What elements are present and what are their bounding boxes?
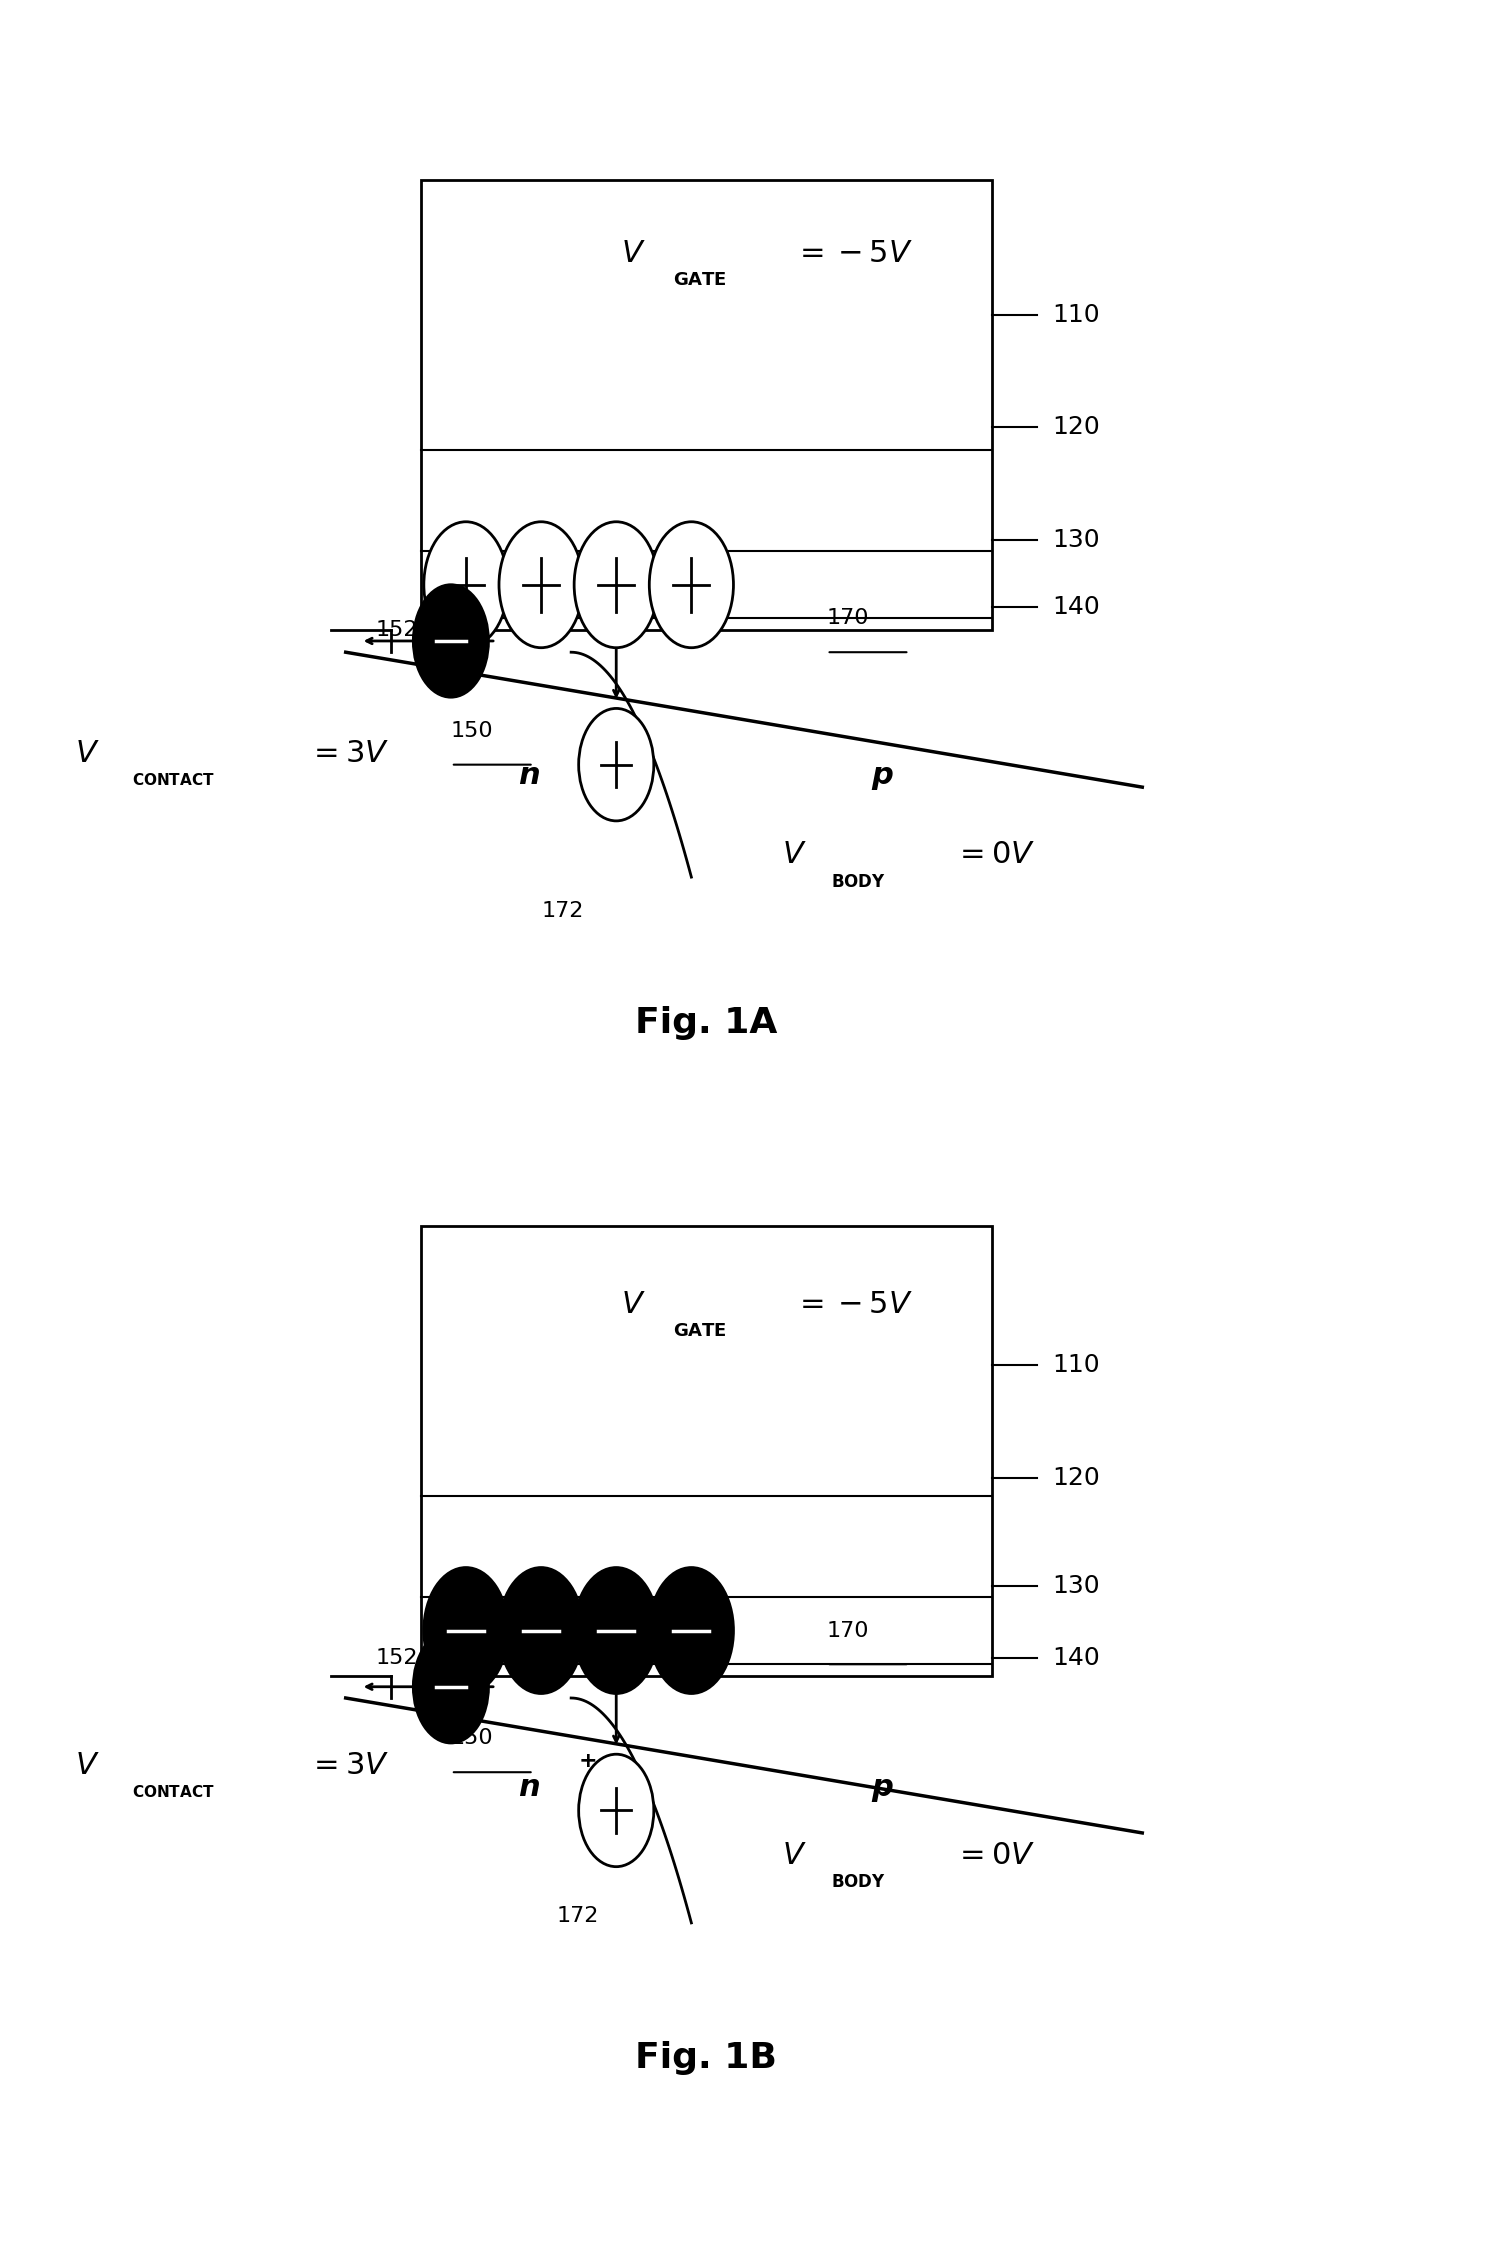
Bar: [421, 180, 992, 630]
Text: 172: 172: [556, 1907, 598, 1925]
Text: 150: 150: [451, 1729, 493, 1747]
Circle shape: [499, 1568, 583, 1693]
Text: 170: 170: [827, 609, 869, 627]
Circle shape: [499, 522, 583, 648]
Text: +: +: [579, 740, 597, 758]
Text: p: p: [872, 1774, 894, 1801]
Text: 170: 170: [827, 1622, 869, 1640]
Text: 120: 120: [1052, 416, 1100, 439]
Circle shape: [574, 1568, 658, 1693]
Text: 120: 120: [1052, 1466, 1100, 1489]
Text: $V$: $V$: [782, 1842, 806, 1869]
Text: $\mathregular{CONTACT}$: $\mathregular{CONTACT}$: [132, 771, 215, 789]
Circle shape: [649, 1568, 733, 1693]
Text: 110: 110: [1052, 304, 1100, 326]
Text: $V$: $V$: [621, 238, 645, 268]
Text: $\mathregular{GATE}$: $\mathregular{GATE}$: [673, 1322, 727, 1340]
Text: $= 0V$: $= 0V$: [954, 841, 1036, 868]
Text: $V$: $V$: [782, 841, 806, 868]
Text: p: p: [872, 762, 894, 789]
Text: 152: 152: [376, 1649, 418, 1667]
Text: Fig. 1A: Fig. 1A: [636, 1005, 777, 1041]
Text: +: +: [579, 1752, 597, 1770]
Text: 130: 130: [1052, 529, 1100, 551]
Circle shape: [579, 1754, 654, 1867]
Text: 140: 140: [1052, 596, 1100, 618]
Circle shape: [649, 522, 733, 648]
Text: 130: 130: [1052, 1574, 1100, 1597]
Text: $\mathregular{BODY}$: $\mathregular{BODY}$: [831, 1873, 885, 1891]
Text: $\mathregular{GATE}$: $\mathregular{GATE}$: [673, 270, 727, 290]
Text: 172: 172: [541, 902, 583, 920]
Text: 110: 110: [1052, 1354, 1100, 1376]
Text: $= -5V$: $= -5V$: [794, 238, 912, 268]
Circle shape: [413, 585, 488, 697]
Text: $= 3V$: $= 3V$: [308, 740, 389, 767]
Text: $= 3V$: $= 3V$: [308, 1752, 389, 1779]
Text: $\mathregular{CONTACT}$: $\mathregular{CONTACT}$: [132, 1783, 215, 1801]
Text: $V$: $V$: [621, 1291, 645, 1318]
Text: 140: 140: [1052, 1646, 1100, 1669]
Text: $\mathregular{BODY}$: $\mathregular{BODY}$: [831, 873, 885, 891]
Circle shape: [424, 1568, 508, 1693]
Bar: [421, 1226, 992, 1676]
Text: n: n: [519, 1774, 540, 1801]
Text: $= -5V$: $= -5V$: [794, 1291, 912, 1318]
Circle shape: [574, 522, 658, 648]
Text: n: n: [519, 762, 540, 789]
Text: Fig. 1B: Fig. 1B: [636, 2040, 777, 2076]
Circle shape: [579, 708, 654, 821]
Circle shape: [424, 522, 508, 648]
Text: 150: 150: [451, 722, 493, 740]
Text: 152: 152: [376, 621, 418, 639]
Text: $= 0V$: $= 0V$: [954, 1842, 1036, 1869]
Circle shape: [413, 1631, 488, 1743]
Text: $V$: $V$: [75, 740, 99, 767]
Text: $V$: $V$: [75, 1752, 99, 1779]
